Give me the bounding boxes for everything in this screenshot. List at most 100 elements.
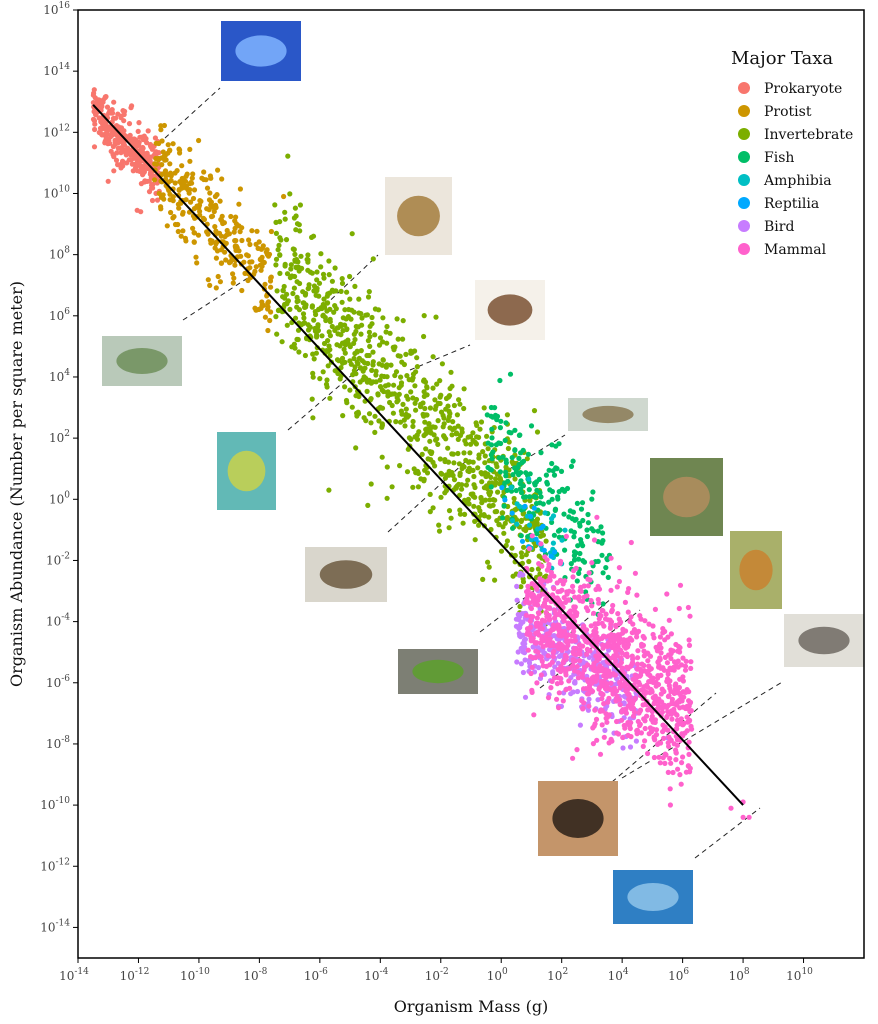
data-point: [314, 332, 320, 338]
data-point: [384, 374, 390, 380]
data-point: [370, 349, 376, 355]
data-point: [470, 430, 476, 436]
data-point: [596, 685, 603, 691]
data-point: [664, 660, 671, 666]
data-point: [449, 432, 455, 438]
data-point: [118, 125, 125, 131]
data-point: [563, 634, 569, 641]
data-point: [673, 749, 679, 756]
data-point: [409, 349, 415, 356]
data-point: [524, 456, 530, 462]
data-point: [518, 584, 524, 590]
data-point: [595, 596, 601, 603]
data-point: [366, 289, 372, 295]
data-point: [430, 354, 436, 360]
data-point: [680, 655, 686, 661]
data-point: [362, 365, 368, 371]
data-point: [200, 215, 206, 221]
data-point: [435, 418, 441, 424]
data-point: [311, 283, 317, 289]
data-point: [466, 501, 472, 507]
data-point: [199, 175, 205, 181]
data-point: [538, 525, 544, 531]
data-point: [310, 374, 316, 380]
data-point: [507, 371, 514, 377]
data-point: [728, 805, 734, 811]
data-point: [301, 315, 307, 321]
data-point: [607, 617, 613, 623]
data-point: [534, 586, 540, 592]
data-point: [165, 142, 171, 148]
data-point: [387, 330, 393, 336]
data-point: [404, 393, 410, 399]
data-point: [358, 331, 364, 337]
data-point: [392, 372, 398, 379]
data-point: [568, 463, 575, 469]
data-point: [277, 270, 283, 276]
legend-swatch: [738, 105, 750, 117]
data-point: [686, 637, 692, 643]
data-point: [540, 663, 546, 669]
data-point: [385, 382, 391, 388]
data-point: [575, 669, 582, 676]
copepod-photo: [217, 432, 276, 510]
data-point: [384, 362, 390, 368]
data-point: [478, 419, 485, 425]
data-point: [113, 157, 120, 163]
data-point: [268, 274, 274, 280]
data-point: [642, 718, 648, 724]
data-point: [318, 251, 324, 257]
data-point: [562, 547, 568, 553]
data-point: [489, 480, 495, 486]
data-point: [529, 533, 535, 539]
data-point: [503, 420, 509, 426]
data-point: [576, 594, 582, 600]
data-point: [320, 369, 326, 375]
data-point: [455, 436, 461, 442]
data-point: [527, 600, 533, 606]
data-point: [451, 425, 458, 431]
leader-line: [164, 87, 221, 139]
data-point: [577, 722, 584, 728]
data-point: [175, 228, 181, 235]
data-point: [366, 411, 373, 417]
data-point: [121, 139, 127, 145]
data-point: [613, 698, 619, 704]
data-point: [664, 591, 670, 597]
image-annotations: [102, 21, 864, 924]
data-point: [551, 532, 558, 538]
data-point: [224, 232, 230, 238]
data-point: [327, 306, 333, 312]
data-point: [601, 734, 607, 740]
data-point: [426, 421, 432, 427]
data-point: [397, 463, 403, 469]
data-point: [504, 538, 510, 544]
data-point: [740, 814, 746, 820]
data-point: [205, 277, 211, 283]
data-point: [495, 489, 501, 495]
data-point: [299, 265, 305, 271]
data-point: [619, 650, 625, 656]
data-point: [180, 228, 186, 234]
data-point: [552, 549, 558, 555]
data-point: [265, 304, 271, 310]
data-point: [119, 146, 125, 152]
data-point: [640, 642, 647, 649]
data-point: [590, 632, 596, 638]
data-point: [496, 522, 502, 528]
data-point: [490, 497, 496, 503]
data-point: [658, 672, 664, 679]
data-point: [282, 209, 288, 215]
data-point: [249, 228, 255, 234]
data-point: [669, 699, 675, 705]
data-point: [685, 604, 692, 611]
data-point: [459, 486, 465, 492]
data-point: [538, 450, 544, 456]
data-point: [534, 680, 540, 686]
data-point: [617, 620, 623, 627]
data-point: [644, 682, 650, 688]
data-point: [676, 699, 683, 705]
data-point: [442, 457, 448, 463]
data-point: [684, 687, 690, 693]
data-point: [327, 319, 333, 325]
